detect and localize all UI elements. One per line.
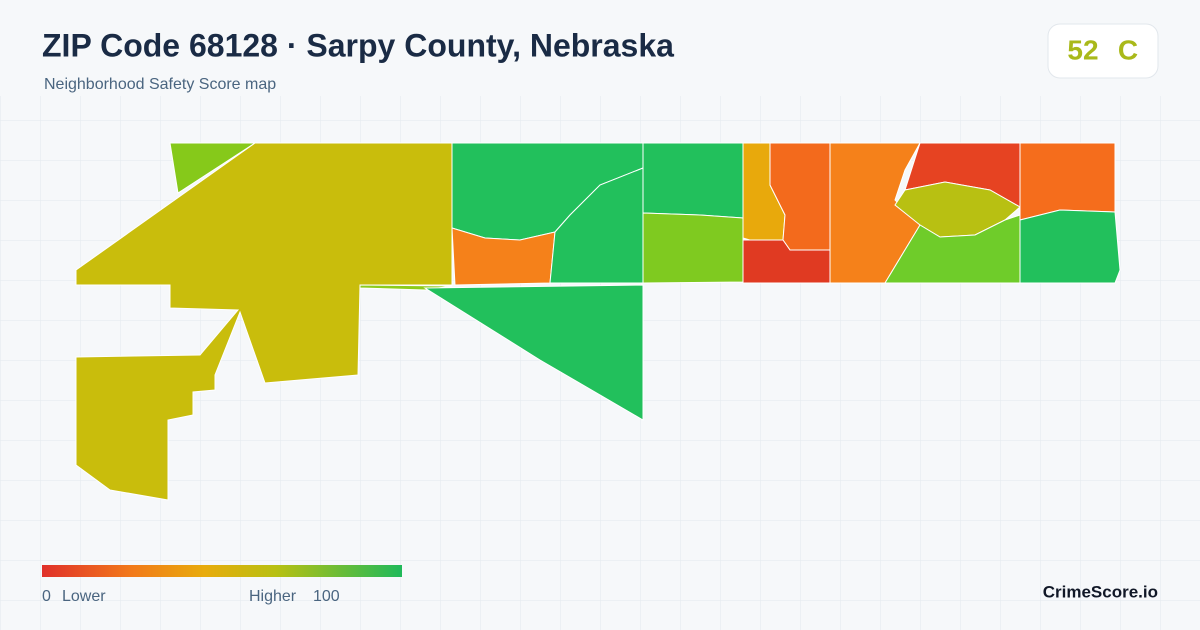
map [75, 142, 1121, 501]
grade: C [1118, 34, 1138, 65]
region [884, 214, 1021, 284]
legend-scale [42, 565, 402, 577]
score-badge [1047, 23, 1159, 79]
score: 52 [1067, 34, 1098, 65]
region [423, 284, 644, 421]
brand: CrimeScore.io [1043, 582, 1158, 601]
legend-max: 100 [313, 588, 340, 605]
legend-min-label: Lower [62, 588, 106, 605]
legend-max-label: Higher [249, 588, 297, 605]
title: ZIP Code 68128 · Sarpy County, Nebraska [42, 27, 674, 63]
legend-min: 0 [42, 588, 51, 605]
region [1019, 209, 1121, 284]
region [642, 212, 744, 284]
region [169, 142, 257, 194]
header-band [0, 0, 1200, 96]
region [642, 142, 744, 219]
subtitle: Neighborhood Safety Score map [44, 76, 276, 93]
region [1019, 142, 1116, 221]
